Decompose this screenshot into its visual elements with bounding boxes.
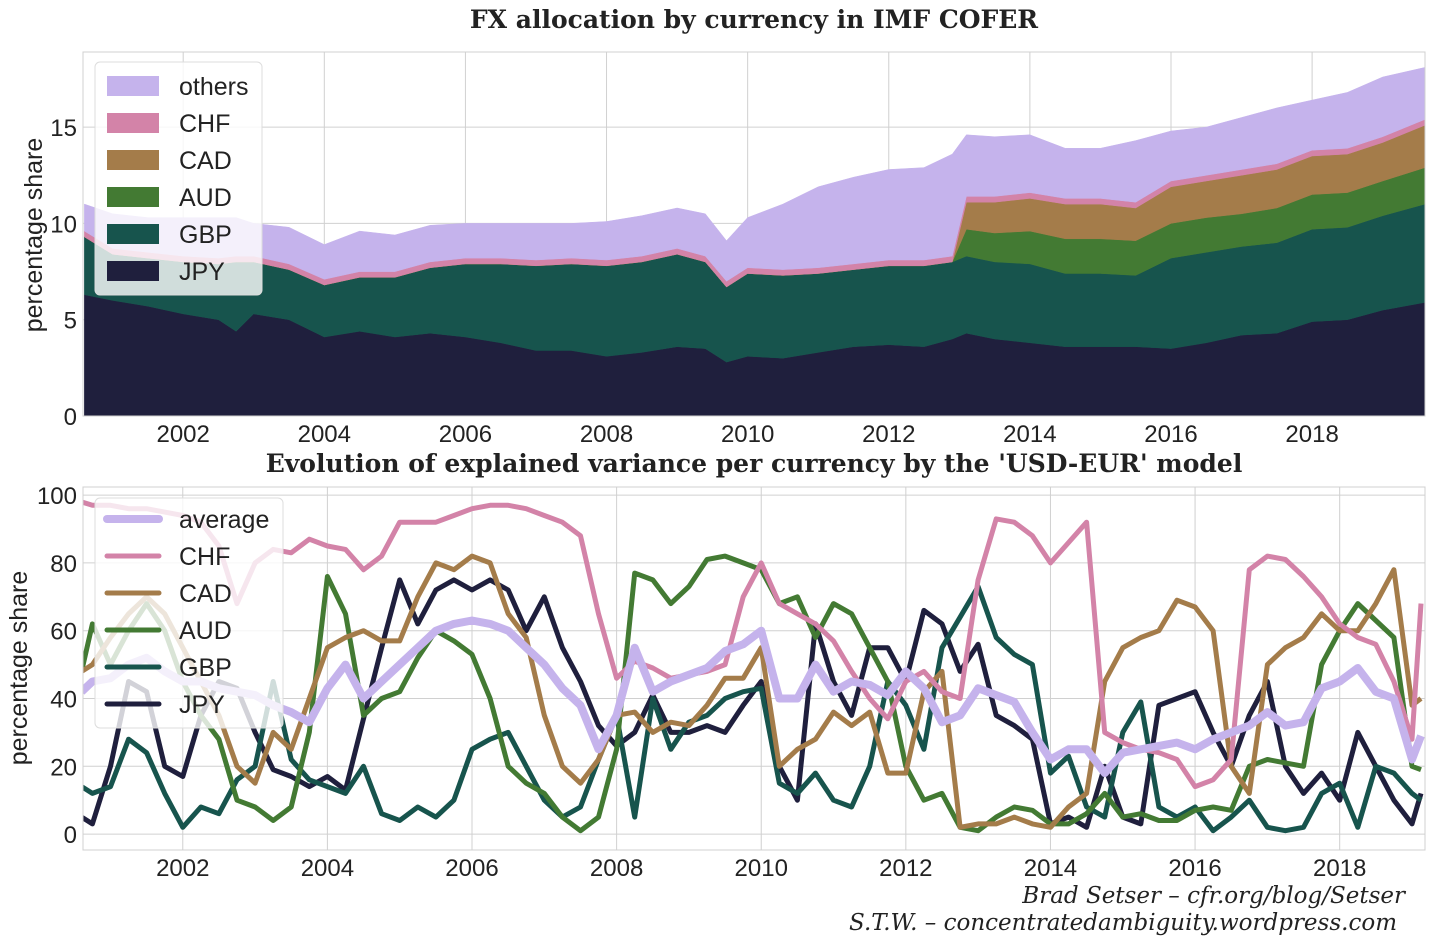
bottom-x-tick-label: 2002 — [156, 855, 209, 882]
legend-label-chf: CHF — [179, 543, 230, 571]
legend-label-gbp: GBP — [179, 221, 232, 249]
bottom-y-tick-label: 80 — [50, 551, 77, 578]
line-chf — [83, 499, 1424, 790]
top-y-tick-label: 5 — [64, 308, 77, 335]
legend-swatch-aud — [107, 187, 159, 207]
bottom-x-tick-label: 2018 — [1313, 855, 1366, 882]
top-y-tick-label: 15 — [50, 115, 77, 142]
legend-swatch-cad — [107, 150, 159, 170]
top-y-tick-label: 0 — [64, 404, 77, 431]
top-x-tick-label: 2006 — [439, 421, 492, 448]
legend-label-gbp: GBP — [179, 654, 232, 682]
line-cad — [83, 553, 1423, 830]
top-x-tick-label: 2012 — [862, 421, 915, 448]
top-chart-title: FX allocation by currency in IMF COFER — [470, 5, 1038, 34]
legend-label-cad: CAD — [179, 147, 232, 175]
legend-label-jpy: JPY — [179, 258, 225, 286]
top-x-tick-label: 2010 — [721, 421, 774, 448]
bottom-x-tick-label: 2008 — [590, 855, 643, 882]
bottom-chart-title: Evolution of explained variance per curr… — [266, 449, 1243, 478]
top-legend: others CHF CAD AUD GBP JPY — [94, 61, 263, 296]
legend-label-average: average — [179, 506, 269, 534]
top-areas — [84, 67, 1426, 417]
top-ticks: 2002 2004 2006 2008 2010 2012 2014 2016 2018 0 5 10… — [50, 115, 1339, 448]
bottom-x-tick-label: 2012 — [879, 855, 932, 882]
line-average — [83, 616, 1425, 778]
bottom-y-tick-label: 100 — [37, 483, 77, 510]
bottom-legend: average CHF CAD AUD GBP JPY — [94, 497, 284, 729]
bottom-plot-frame — [82, 486, 1426, 851]
bottom-y-tick-label: 0 — [64, 822, 77, 849]
bottom-y-tick-label: 60 — [50, 619, 77, 646]
legend-label-aud: AUD — [179, 617, 232, 645]
bottom-y-tick-label: 20 — [50, 754, 77, 781]
top-x-tick-label: 2018 — [1285, 421, 1338, 448]
bottom-x-tick-label: 2014 — [1024, 855, 1077, 882]
legend-label-aud: AUD — [179, 184, 232, 212]
bottom-y-tick-label: 40 — [50, 686, 77, 713]
bottom-ticks: 2002 2004 2006 2008 2010 2012 2014 2016 2018 0 20 4… — [37, 483, 1366, 882]
top-x-tick-label: 2014 — [1003, 421, 1056, 448]
legend-label-jpy: JPY — [179, 691, 225, 719]
bottom-x-tick-label: 2004 — [301, 855, 354, 882]
legend-label-others: others — [179, 73, 248, 101]
bottom-x-tick-label: 2006 — [445, 855, 498, 882]
legend-swatch-gbp — [107, 224, 159, 244]
top-chart: FX allocation by currency in IMF COFER 2… — [20, 5, 1426, 448]
legend-label-chf: CHF — [179, 110, 230, 138]
bottom-lines — [83, 499, 1425, 834]
line-jpy — [83, 577, 1424, 830]
legend-label-cad: CAD — [179, 580, 232, 608]
top-x-tick-label: 2004 — [298, 421, 351, 448]
top-x-tick-label: 2008 — [580, 421, 633, 448]
top-x-tick-label: 2002 — [156, 421, 209, 448]
legend-swatch-chf — [107, 113, 159, 133]
line-aud — [83, 553, 1422, 834]
top-x-tick-label: 2016 — [1144, 421, 1197, 448]
top-plot-frame — [82, 51, 1426, 417]
bottom-chart: Evolution of explained variance per curr… — [5, 449, 1426, 882]
legend-swatch-jpy — [107, 261, 159, 281]
bottom-grid — [83, 487, 1425, 850]
top-y-axis-label: percentage share — [20, 138, 48, 333]
legend-swatch-others — [107, 76, 159, 96]
bottom-y-axis-label: percentage share — [5, 571, 33, 766]
credit-line-2: S.T.W. – concentratedambiguity.wordpress… — [849, 910, 1397, 936]
credit-line-1: Brad Setser – cfr.org/blog/Setser — [1021, 883, 1407, 909]
top-y-tick-label: 10 — [50, 211, 77, 238]
bottom-x-tick-label: 2016 — [1168, 855, 1221, 882]
bottom-x-tick-label: 2010 — [735, 855, 788, 882]
